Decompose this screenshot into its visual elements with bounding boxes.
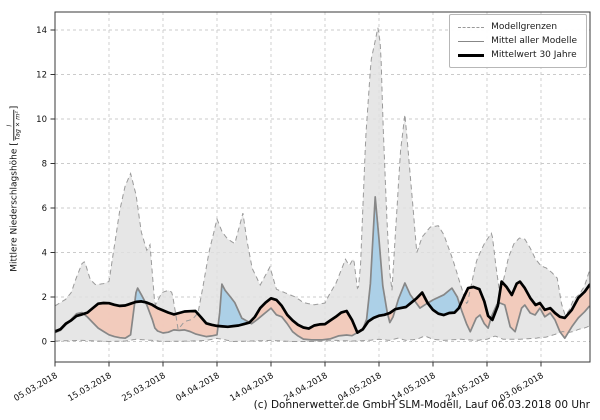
model-min-line (55, 325, 590, 342)
y-tick-label: 2 (42, 293, 47, 303)
y-axis-unit-fraction: l Tag × m² (6, 110, 22, 142)
legend-label: Modellgrenzen (491, 22, 558, 32)
y-tick-label: 4 (42, 249, 47, 259)
y-tick-label: 14 (36, 26, 47, 36)
fill-mean-above-climate (218, 285, 250, 327)
y-tick-label: 12 (36, 71, 47, 81)
y-axis-label-text: Mittlere Niederschlagshöhe [ (9, 142, 20, 272)
x-tick-label: 04.04.2018 (174, 371, 221, 404)
fill-mean-above-climate (427, 288, 461, 315)
climate-mean-line (55, 280, 590, 334)
fill-mean-below-climate (83, 302, 135, 339)
fill-mean-above-climate (357, 202, 388, 333)
y-axis-label-suffix: ] (9, 105, 20, 110)
legend-label: Mittel aller Modelle (491, 36, 577, 46)
y-axis-unit-numerator: l (6, 124, 14, 127)
legend-label: Mittelwert 30 Jahre (491, 50, 577, 60)
chart-series (55, 27, 590, 342)
y-axis-unit-denominator: Tag × m² (13, 110, 22, 142)
y-axis-label: Mittlere Niederschlagshöhe [l Tag × m²] (6, 39, 22, 339)
fill-mean-below-climate (249, 298, 358, 340)
legend-item-modellgrenzen: Modellgrenzen (458, 20, 577, 34)
x-tick-label: 05.03.2018 (12, 371, 59, 404)
y-tick-label: 0 (42, 338, 47, 348)
legend-item-mittelwert-30-jahre: Mittelwert 30 Jahre (458, 48, 577, 62)
plot-border (54, 11, 591, 363)
model-max-line (55, 27, 590, 331)
x-tick-label: 25.03.2018 (120, 371, 167, 404)
y-tick-label: 8 (42, 160, 47, 170)
legend-item-mittel-aller-modelle: Mittel aller Modelle (458, 34, 577, 48)
black-line-swatch-icon (458, 53, 485, 57)
x-tick-label: 15.03.2018 (66, 371, 113, 404)
y-tick-label: 6 (42, 204, 47, 214)
gray-line-swatch-icon (458, 40, 485, 42)
dashed-line-swatch-icon (458, 26, 485, 28)
y-tick-label: 10 (36, 115, 47, 125)
model-mean-line (55, 196, 590, 341)
legend: Modellgrenzen Mittel aller Modelle Mitte… (449, 14, 587, 68)
copyright-caption: (c) Donnerwetter.de GmbH SLM-Modell, Lau… (253, 399, 590, 411)
axis-ticks: 0 2 4 6 8 10 12 14 05.03.2018 15.03.2018 25.03.201… (12, 26, 545, 404)
